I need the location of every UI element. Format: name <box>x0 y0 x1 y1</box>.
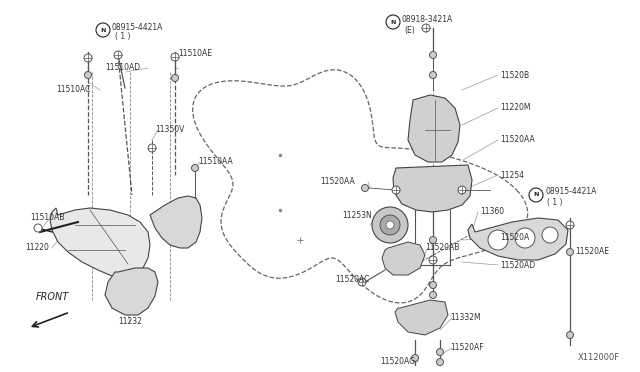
Text: 11220M: 11220M <box>500 103 531 112</box>
Circle shape <box>392 186 400 194</box>
Text: 11350V: 11350V <box>155 125 184 135</box>
Text: 11520AE: 11520AE <box>575 247 609 257</box>
Circle shape <box>429 292 436 298</box>
Polygon shape <box>382 242 425 275</box>
Text: (E): (E) <box>404 26 415 35</box>
Text: 11510AE: 11510AE <box>178 49 212 58</box>
Circle shape <box>412 355 419 362</box>
Text: 08915-4421A: 08915-4421A <box>545 187 596 196</box>
Text: 08918-3421A: 08918-3421A <box>402 15 453 23</box>
Circle shape <box>515 228 535 248</box>
Circle shape <box>380 215 400 235</box>
Text: 11520AD: 11520AD <box>500 260 535 269</box>
Circle shape <box>358 278 366 286</box>
Circle shape <box>372 207 408 243</box>
Text: 11220: 11220 <box>25 244 49 253</box>
Text: 11510AC: 11510AC <box>56 86 90 94</box>
Circle shape <box>429 237 436 244</box>
Text: 11520AA: 11520AA <box>320 177 355 186</box>
Polygon shape <box>393 165 472 212</box>
Text: N: N <box>100 28 106 32</box>
Text: ( 1 ): ( 1 ) <box>115 32 131 42</box>
Text: 11253N: 11253N <box>342 211 372 219</box>
Text: ( 1 ): ( 1 ) <box>547 198 563 206</box>
Circle shape <box>191 164 198 171</box>
Polygon shape <box>408 95 460 162</box>
Text: 11254: 11254 <box>500 170 524 180</box>
Text: 11520AA: 11520AA <box>500 135 535 144</box>
Circle shape <box>429 51 436 58</box>
Circle shape <box>436 359 444 366</box>
Text: 11232: 11232 <box>118 317 142 327</box>
Circle shape <box>458 186 466 194</box>
Circle shape <box>422 24 430 32</box>
Text: N: N <box>533 192 539 198</box>
Polygon shape <box>105 268 158 315</box>
Text: X112000F: X112000F <box>578 353 620 362</box>
Text: 11332M: 11332M <box>450 314 481 323</box>
Circle shape <box>386 221 394 229</box>
Polygon shape <box>468 218 568 260</box>
Polygon shape <box>50 208 150 278</box>
Text: 11520B: 11520B <box>500 71 529 80</box>
Text: 11510AA: 11510AA <box>198 157 233 167</box>
Text: 11360: 11360 <box>480 208 504 217</box>
Text: 11520AF: 11520AF <box>450 343 484 353</box>
Circle shape <box>429 256 437 264</box>
Circle shape <box>488 230 508 250</box>
Circle shape <box>84 71 92 78</box>
Text: 11520A: 11520A <box>500 234 529 243</box>
Text: FRONT: FRONT <box>35 292 68 302</box>
Circle shape <box>362 185 369 192</box>
Circle shape <box>436 349 444 356</box>
Text: 11520AB: 11520AB <box>425 244 460 253</box>
Circle shape <box>429 282 436 289</box>
Circle shape <box>566 248 573 256</box>
Polygon shape <box>395 300 448 335</box>
Circle shape <box>148 144 156 152</box>
Circle shape <box>542 227 558 243</box>
Text: N: N <box>390 19 396 25</box>
Circle shape <box>171 53 179 61</box>
Text: 08915-4421A: 08915-4421A <box>112 22 163 32</box>
Polygon shape <box>150 196 202 248</box>
Circle shape <box>114 51 122 59</box>
Circle shape <box>172 74 179 81</box>
Circle shape <box>84 54 92 62</box>
Circle shape <box>566 221 574 229</box>
Text: 11510AD: 11510AD <box>105 64 140 73</box>
Text: 11520AG: 11520AG <box>380 357 415 366</box>
Circle shape <box>429 71 436 78</box>
Text: 11510AB: 11510AB <box>30 214 65 222</box>
Text: 11520AC: 11520AC <box>335 276 369 285</box>
Circle shape <box>34 224 42 232</box>
Circle shape <box>566 331 573 339</box>
